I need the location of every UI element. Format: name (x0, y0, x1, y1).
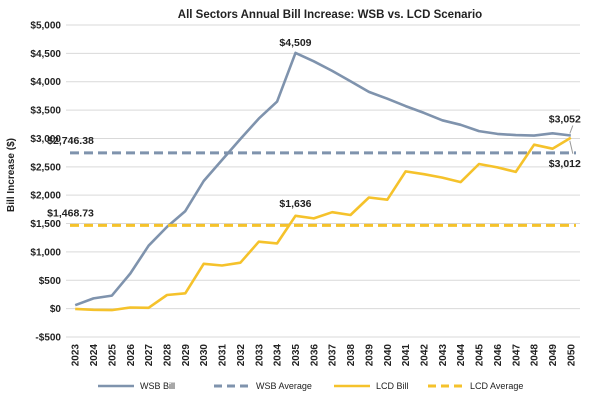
x-tick-label: 2040 (383, 344, 394, 367)
x-tick-label: 2047 (511, 344, 522, 367)
y-tick-label: -$500 (35, 333, 61, 344)
chart-title: All Sectors Annual Bill Increase: WSB vs… (178, 9, 482, 21)
x-tick-label: 2044 (456, 344, 467, 367)
x-tick-label: 2030 (199, 344, 210, 367)
y-tick-label: $4,500 (30, 49, 61, 60)
legend-label: WSB Bill (140, 381, 175, 391)
series-line-wsb-bill (74, 51, 571, 307)
y-tick-label: $1,500 (30, 219, 61, 230)
x-tick-label: 2028 (162, 344, 173, 367)
x-tick-label: 2046 (493, 344, 504, 367)
x-tick-label: 2042 (419, 344, 430, 367)
data-label: $1,636 (279, 198, 311, 210)
x-tick-label: 2045 (475, 344, 486, 367)
data-label: $4,509 (279, 37, 311, 49)
y-tick-label: $2,000 (30, 191, 61, 202)
data-label: $3,012 (549, 158, 581, 170)
y-tick-label: $500 (39, 276, 62, 287)
x-tick-label: 2035 (291, 344, 302, 367)
legend-label: LCD Average (470, 381, 523, 391)
x-tick-label: 2037 (328, 344, 339, 367)
x-tick-label: 2034 (273, 344, 284, 367)
x-tick-label: 2041 (401, 344, 412, 367)
x-tick-label: 2050 (566, 344, 577, 367)
data-label: $2,746.38 (47, 135, 94, 147)
x-tick-label: 2026 (126, 344, 137, 367)
x-tick-label: 2032 (236, 344, 247, 367)
x-tick-label: 2039 (364, 344, 375, 367)
x-tick-label: 2029 (181, 344, 192, 367)
x-tick-label: 2025 (107, 344, 118, 367)
legend-label: LCD Bill (376, 381, 409, 391)
x-tick-label: 2023 (71, 344, 82, 367)
annotation-layer: $4,509 $1,636 $2,746.38 $1,468.73 $3,052 $3,0… (47, 37, 581, 219)
x-tick-label: 2043 (438, 344, 449, 367)
data-label: $3,052 (549, 114, 581, 126)
x-tick-label: 2049 (548, 344, 559, 367)
y-tick-label: $5,000 (30, 21, 61, 32)
x-tick-label: 2038 (346, 344, 357, 367)
y-tick-label: $2,500 (30, 162, 61, 173)
x-tick-label: 2024 (89, 344, 100, 367)
leader-line (569, 125, 574, 134)
x-tick-label: 2048 (530, 344, 541, 367)
x-tick-label: 2036 (309, 344, 320, 367)
y-tick-label: $3,500 (30, 106, 61, 117)
series-layer (70, 51, 576, 312)
data-label: $1,468.73 (47, 207, 94, 219)
x-tick-label: 2031 (218, 344, 229, 367)
y-tick-label: $4,000 (30, 77, 61, 88)
legend: WSB Bill WSB Average LCD Bill LCD Average (98, 381, 523, 391)
x-tick-labels: 2023 2024 2025 2026 2027 2028 2029 2030 2031 2032… (71, 344, 578, 367)
x-tick-label: 2027 (144, 344, 155, 367)
y-tick-label: $0 (50, 304, 62, 315)
x-tick-label: 2033 (254, 344, 265, 367)
y-axis-label: Bill Increase ($) (6, 138, 17, 212)
y-tick-labels: -$500 $0 $500 $1,000 $1,500 $2,000 $2,500 $3,00… (30, 21, 61, 344)
leader-line (569, 140, 574, 154)
y-tick-label: $1,000 (30, 247, 61, 258)
y-tick-label: $3,000 (30, 134, 61, 145)
grid-layer (66, 24, 580, 338)
legend-label: WSB Average (256, 381, 312, 391)
series-line-lcd-bill (75, 136, 572, 312)
